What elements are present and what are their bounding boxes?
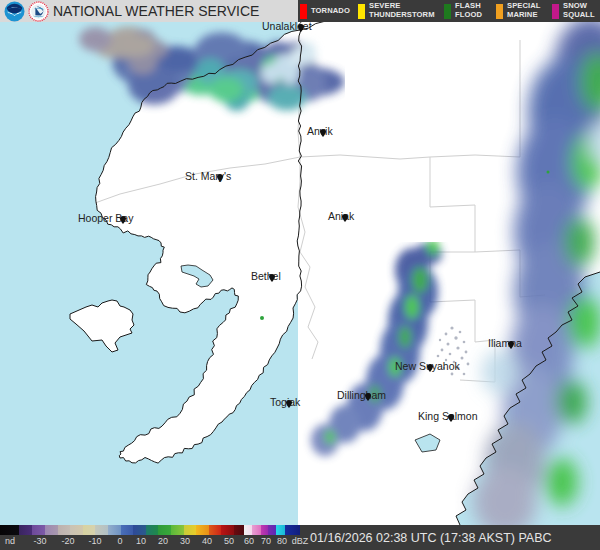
svg-text:NOAA: NOAA [11, 5, 18, 7]
